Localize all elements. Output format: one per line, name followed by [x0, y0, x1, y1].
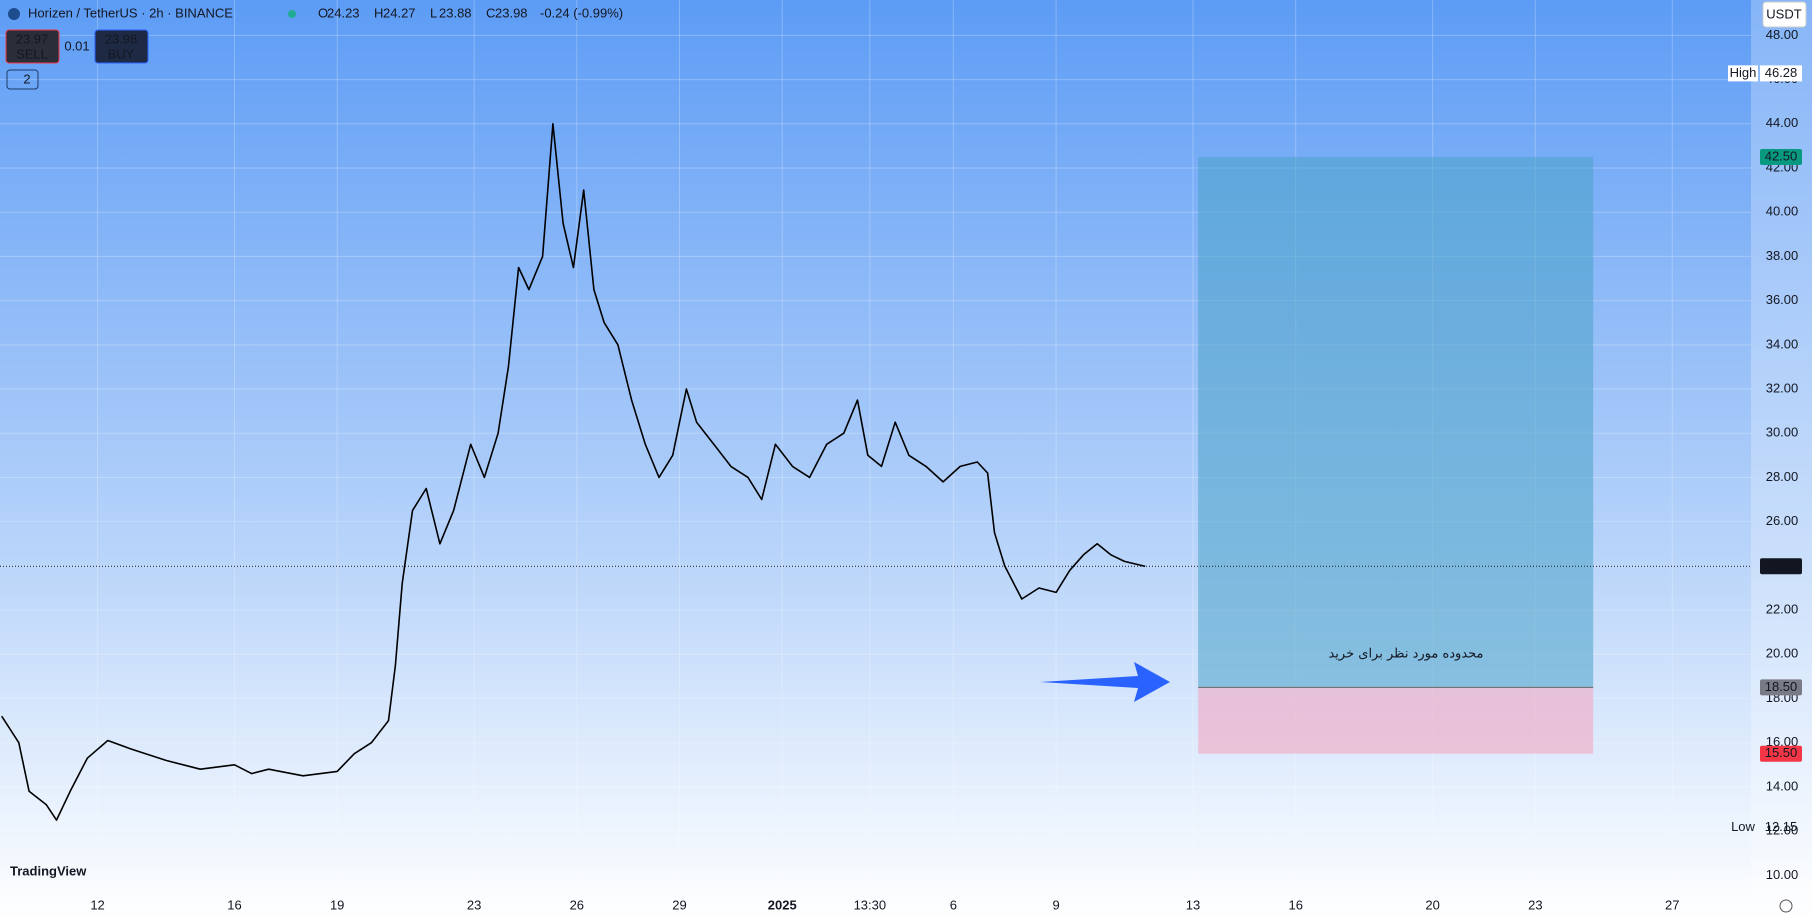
currency: USDT — [1766, 6, 1801, 21]
currency-button[interactable] — [1762, 1, 1807, 28]
y-tick-label: 30.00 — [1766, 425, 1799, 440]
profit-zone — [1198, 156, 1594, 688]
x-tick-label: 6 — [950, 897, 957, 912]
high-tag — [1728, 65, 1758, 82]
change: -0.24 (-0.99%) — [540, 5, 623, 20]
last-price-badge — [1760, 558, 1802, 575]
y-tick-label: 32.00 — [1766, 380, 1799, 395]
sell-price: 23.97 — [16, 31, 49, 46]
high-text: High — [1730, 65, 1757, 80]
high-value: 46.28 — [1765, 65, 1798, 80]
settings-icon[interactable] — [1779, 899, 1793, 913]
ohlc-value: 24.27 — [383, 5, 416, 20]
x-tick-label: 2025 — [768, 897, 797, 912]
y-tick-label: 12.00 — [1766, 823, 1799, 838]
x-tick-label: 29 — [672, 897, 686, 912]
ohlc-key: C — [486, 5, 495, 20]
high-badge — [1760, 65, 1802, 82]
ohlc-value: 23.98 — [495, 5, 528, 20]
low-text: Low — [1731, 819, 1755, 834]
target-label: 42.50 — [1765, 148, 1798, 163]
buy-price: 23.98 — [105, 31, 138, 46]
x-tick-label: 12 — [90, 897, 104, 912]
x-tick-label: 20 — [1425, 897, 1439, 912]
status-dot — [288, 10, 296, 18]
buy-button[interactable] — [94, 29, 149, 64]
price-line — [1, 123, 1146, 821]
x-tick-label: 19 — [330, 897, 344, 912]
stop-badge — [1760, 745, 1802, 762]
y-tick-label: 44.00 — [1766, 115, 1799, 130]
x-tick-label: 16 — [1288, 897, 1302, 912]
x-tick-label: 23 — [1528, 897, 1542, 912]
y-tick-label: 26.00 — [1766, 513, 1799, 528]
y-tick-label: 16.00 — [1766, 734, 1799, 749]
buy-label: BUY — [108, 46, 135, 61]
last-price-label: 23.98 — [1765, 558, 1798, 573]
ohlc-value: 24.23 — [327, 5, 360, 20]
y-tick-label: 20.00 — [1766, 646, 1799, 661]
x-tick-label: 9 — [1052, 897, 1059, 912]
y-tick-label: 28.00 — [1766, 469, 1799, 484]
annotation: محدوده مورد نظر برای خرید — [1328, 647, 1483, 662]
y-tick-label: 34.00 — [1766, 336, 1799, 351]
indicators-count: 2 — [23, 71, 30, 86]
y-tick-label: 38.00 — [1766, 248, 1799, 263]
y-tick-label: 22.00 — [1766, 602, 1799, 617]
y-tick-label: 36.00 — [1766, 292, 1799, 307]
y-tick-label: 48.00 — [1766, 27, 1799, 42]
entry-badge — [1760, 679, 1802, 696]
x-tick-label: 23 — [467, 897, 481, 912]
x-tick-label: 16 — [227, 897, 241, 912]
ohlc-key: H — [374, 5, 383, 20]
spread: 0.01 — [64, 38, 89, 53]
logo: TradingView — [10, 863, 87, 878]
symbol-icon — [8, 8, 20, 20]
ohlc-value: 23.88 — [439, 5, 472, 20]
y-tick-label: 14.00 — [1766, 778, 1799, 793]
x-tick-label: 26 — [570, 897, 584, 912]
sell-label: SELL — [16, 46, 48, 61]
target-badge — [1760, 148, 1802, 165]
y-tick-label: 40.00 — [1766, 204, 1799, 219]
sell-button[interactable] — [5, 29, 60, 64]
loss-zone — [1198, 687, 1594, 754]
x-tick-label: 13 — [1186, 897, 1200, 912]
indicators-toggle[interactable] — [6, 69, 39, 90]
ohlc-key: O — [318, 5, 328, 20]
x-tick-label: 27 — [1665, 897, 1679, 912]
entry-label: 18.50 — [1765, 679, 1798, 694]
ohlc-key: L — [430, 5, 437, 20]
y-tick-label: 10.00 — [1766, 867, 1799, 882]
arrow — [1040, 662, 1170, 702]
chart-title[interactable]: Horizen / TetherUS · 2h · BINANCE — [28, 5, 233, 20]
low-value: 12.15 — [1765, 819, 1798, 834]
x-tick-label: 13:30 — [854, 897, 887, 912]
stop-label: 15.50 — [1765, 745, 1798, 760]
